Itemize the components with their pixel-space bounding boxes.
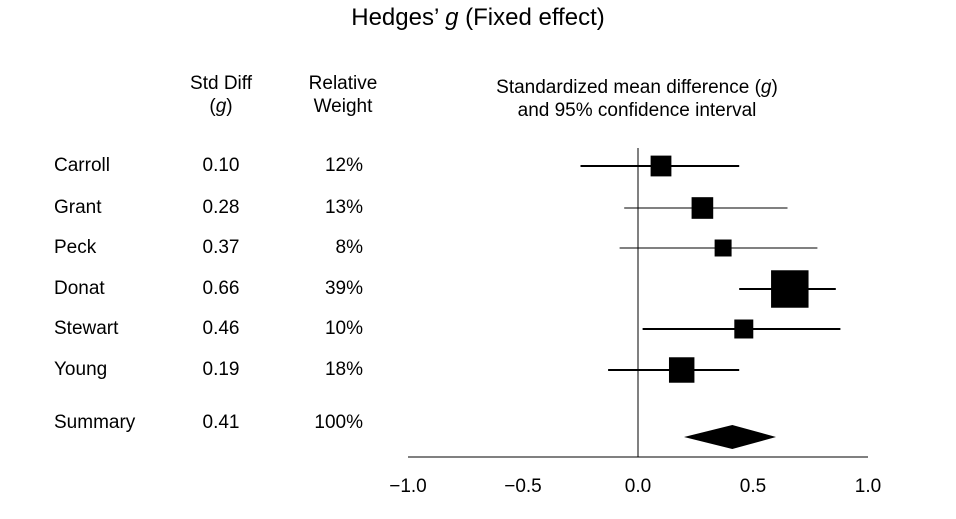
effect-size-square	[771, 270, 809, 308]
plot-header-line2: and 95% confidence interval	[517, 100, 757, 121]
effect-size-square	[668, 357, 695, 383]
x-tick-label: −0.5	[504, 476, 542, 497]
study-std-diff: 0.46	[202, 318, 240, 339]
study-std-diff: 0.28	[202, 197, 240, 218]
effect-size-square	[691, 197, 714, 219]
study-weight: 13%	[324, 197, 363, 218]
title-italic-g: g	[445, 4, 459, 31]
std-diff-header-line2: (g)	[209, 96, 233, 117]
summary-name: Summary	[54, 412, 136, 433]
study-name: Peck	[54, 237, 97, 258]
weight-header-line2: Weight	[313, 96, 373, 117]
study-weight: 8%	[335, 237, 363, 258]
summary-std-diff: 0.41	[202, 412, 240, 433]
summary-diamond	[684, 425, 776, 449]
weight-header: Relative Weight	[293, 72, 393, 118]
plot-header-line1: Standardized mean difference (g)	[496, 77, 778, 98]
x-tick-label: 1.0	[855, 476, 881, 497]
effect-size-square	[714, 239, 732, 257]
chart-title: Hedges’ g (Fixed effect)	[0, 4, 956, 32]
effect-size-square	[734, 319, 754, 339]
x-tick-label: 0.5	[740, 476, 766, 497]
study-weight: 10%	[324, 318, 363, 339]
study-name: Carroll	[54, 155, 110, 176]
study-std-diff: 0.10	[202, 155, 240, 176]
study-name: Donat	[54, 278, 105, 299]
study-name: Grant	[54, 197, 102, 218]
std-diff-header-line1: Std Diff	[190, 73, 252, 94]
study-std-diff: 0.19	[202, 359, 240, 380]
x-tick-label: −1.0	[389, 476, 427, 497]
study-weight: 12%	[324, 155, 363, 176]
study-weight: 39%	[324, 278, 363, 299]
summary-weight: 100%	[314, 412, 363, 433]
weight-header-line1: Relative	[308, 73, 378, 94]
std-diff-header: Std Diff (g)	[181, 72, 261, 118]
effect-size-square	[650, 155, 672, 177]
title-suffix: (Fixed effect)	[458, 4, 605, 31]
title-prefix: Hedges’	[351, 4, 446, 31]
study-name: Young	[54, 359, 108, 380]
study-std-diff: 0.37	[202, 237, 240, 258]
x-tick-label: 0.0	[625, 476, 651, 497]
plot-header: Standardized mean difference (g) and 95%…	[437, 76, 837, 122]
study-name: Stewart	[54, 318, 119, 339]
study-std-diff: 0.66	[202, 278, 240, 299]
study-weight: 18%	[324, 359, 363, 380]
